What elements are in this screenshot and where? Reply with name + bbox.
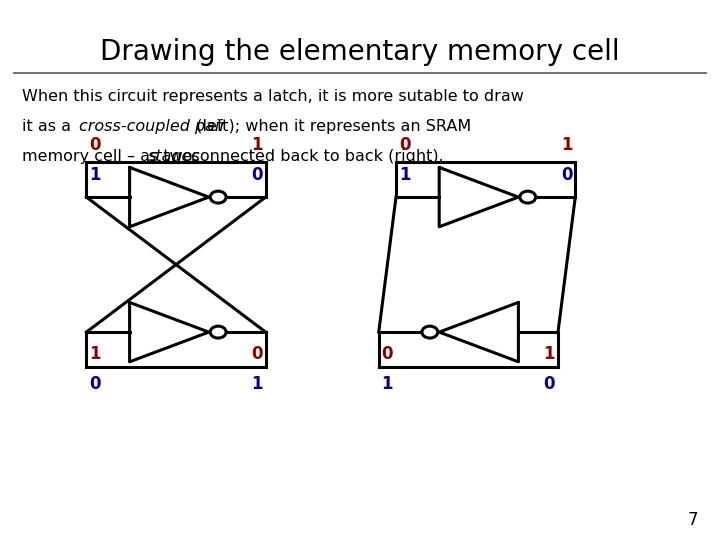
Text: 1: 1 [89, 166, 101, 184]
Text: connected back to back (right).: connected back to back (right). [186, 148, 444, 164]
Text: When this circuit represents a latch, it is more sutable to draw: When this circuit represents a latch, it… [22, 89, 523, 104]
Text: 0: 0 [89, 375, 101, 393]
Text: 1: 1 [251, 136, 263, 154]
Text: 7: 7 [688, 511, 698, 529]
Text: memory cell – as two: memory cell – as two [22, 148, 197, 164]
Text: cross-coupled pair: cross-coupled pair [79, 119, 226, 134]
Text: 1: 1 [89, 345, 101, 363]
Text: 0: 0 [251, 345, 263, 363]
Text: 0: 0 [544, 375, 555, 393]
Text: 0: 0 [251, 166, 263, 184]
Text: it as a: it as a [22, 119, 76, 134]
Text: 0: 0 [89, 136, 101, 154]
Text: stages: stages [148, 148, 200, 164]
Circle shape [210, 326, 226, 338]
Text: (left); when it represents an SRAM: (left); when it represents an SRAM [186, 119, 471, 134]
Text: 1: 1 [382, 375, 393, 393]
Text: 0: 0 [399, 136, 410, 154]
Text: Drawing the elementary memory cell: Drawing the elementary memory cell [100, 38, 620, 66]
Circle shape [520, 191, 536, 203]
Text: 0: 0 [382, 345, 393, 363]
Text: 1: 1 [399, 166, 410, 184]
Circle shape [210, 191, 226, 203]
Circle shape [422, 326, 438, 338]
Text: 0: 0 [561, 166, 572, 184]
Text: 1: 1 [544, 345, 555, 363]
Text: 1: 1 [251, 375, 263, 393]
Text: 1: 1 [561, 136, 572, 154]
